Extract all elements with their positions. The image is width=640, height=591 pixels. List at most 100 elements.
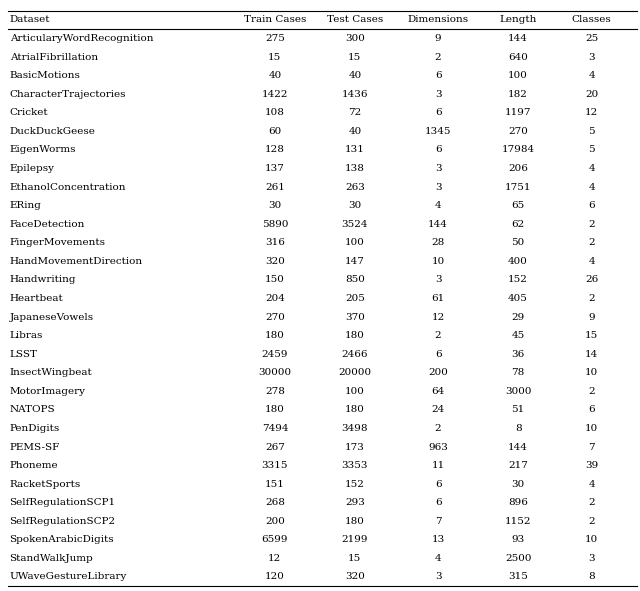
Text: 10: 10 [585,368,598,377]
Text: 896: 896 [508,498,528,507]
Text: 30000: 30000 [259,368,291,377]
Text: 180: 180 [345,517,365,526]
Text: 850: 850 [345,275,365,284]
Text: 100: 100 [345,387,365,396]
Text: 3: 3 [435,90,442,99]
Text: 5: 5 [588,145,595,154]
Text: 217: 217 [508,461,528,470]
Text: 180: 180 [345,405,365,414]
Text: StandWalkJump: StandWalkJump [10,554,93,563]
Text: 2: 2 [588,294,595,303]
Text: EigenWorms: EigenWorms [10,145,76,154]
Text: 65: 65 [511,201,525,210]
Text: 300: 300 [345,34,365,43]
Text: 7: 7 [435,517,442,526]
Text: Cricket: Cricket [10,108,48,117]
Text: 4: 4 [435,554,442,563]
Text: 10: 10 [431,257,445,266]
Text: EthanolConcentration: EthanolConcentration [10,183,126,191]
Text: SelfRegulationSCP2: SelfRegulationSCP2 [10,517,116,526]
Text: CharacterTrajectories: CharacterTrajectories [10,90,126,99]
Text: 2: 2 [588,238,595,247]
Text: 315: 315 [508,573,528,582]
Text: 3: 3 [435,183,442,191]
Text: Epilepsy: Epilepsy [10,164,54,173]
Text: 20000: 20000 [339,368,371,377]
Text: 200: 200 [428,368,448,377]
Text: 2: 2 [435,424,442,433]
Text: Train Cases: Train Cases [244,15,306,24]
Text: 25: 25 [585,34,598,43]
Text: 4: 4 [588,164,595,173]
Text: 26: 26 [585,275,598,284]
Text: 640: 640 [508,53,528,61]
Text: 2: 2 [588,517,595,526]
Text: 3353: 3353 [342,461,368,470]
Text: 2500: 2500 [505,554,531,563]
Text: 3000: 3000 [505,387,531,396]
Text: 1152: 1152 [505,517,531,526]
Text: 270: 270 [265,313,285,322]
Text: 4: 4 [588,71,595,80]
Text: 320: 320 [265,257,285,266]
Text: 45: 45 [511,331,525,340]
Text: 100: 100 [508,71,528,80]
Text: 963: 963 [428,443,448,452]
Text: 150: 150 [265,275,285,284]
Text: Dataset: Dataset [10,15,50,24]
Text: 12: 12 [585,108,598,117]
Text: 3498: 3498 [342,424,368,433]
Text: Libras: Libras [10,331,43,340]
Text: Classes: Classes [572,15,612,24]
Text: 9: 9 [588,313,595,322]
Text: 93: 93 [511,535,525,544]
Text: 39: 39 [585,461,598,470]
Text: 12: 12 [268,554,282,563]
Text: HandMovementDirection: HandMovementDirection [10,257,143,266]
Text: 8: 8 [588,573,595,582]
Text: FingerMovements: FingerMovements [10,238,106,247]
Text: 400: 400 [508,257,528,266]
Text: SpokenArabicDigits: SpokenArabicDigits [10,535,114,544]
Text: 17984: 17984 [502,145,534,154]
Text: 6: 6 [435,145,442,154]
Text: 15: 15 [348,554,362,563]
Text: 180: 180 [345,331,365,340]
Text: 3315: 3315 [262,461,288,470]
Text: 4: 4 [588,183,595,191]
Text: 1751: 1751 [505,183,531,191]
Text: 6: 6 [588,405,595,414]
Text: 2466: 2466 [342,350,368,359]
Text: 3: 3 [588,53,595,61]
Text: PEMS-SF: PEMS-SF [10,443,60,452]
Text: 64: 64 [431,387,445,396]
Text: 268: 268 [265,498,285,507]
Text: 12: 12 [431,313,445,322]
Text: Length: Length [499,15,537,24]
Text: 13: 13 [431,535,445,544]
Text: UWaveGestureLibrary: UWaveGestureLibrary [10,573,127,582]
Text: 78: 78 [511,368,525,377]
Text: 72: 72 [348,108,362,117]
Text: 29: 29 [511,313,525,322]
Text: 40: 40 [348,127,362,136]
Text: 2: 2 [588,387,595,396]
Text: 320: 320 [345,573,365,582]
Text: 147: 147 [345,257,365,266]
Text: 263: 263 [345,183,365,191]
Text: 100: 100 [345,238,365,247]
Text: 4: 4 [588,480,595,489]
Text: 6: 6 [435,71,442,80]
Text: Dimensions: Dimensions [408,15,468,24]
Text: 128: 128 [265,145,285,154]
Text: 138: 138 [345,164,365,173]
Text: 10: 10 [585,424,598,433]
Text: 3: 3 [588,554,595,563]
Text: 5: 5 [588,127,595,136]
Text: 370: 370 [345,313,365,322]
Text: 1436: 1436 [342,90,368,99]
Text: 278: 278 [265,387,285,396]
Text: 137: 137 [265,164,285,173]
Text: 108: 108 [265,108,285,117]
Text: 180: 180 [265,331,285,340]
